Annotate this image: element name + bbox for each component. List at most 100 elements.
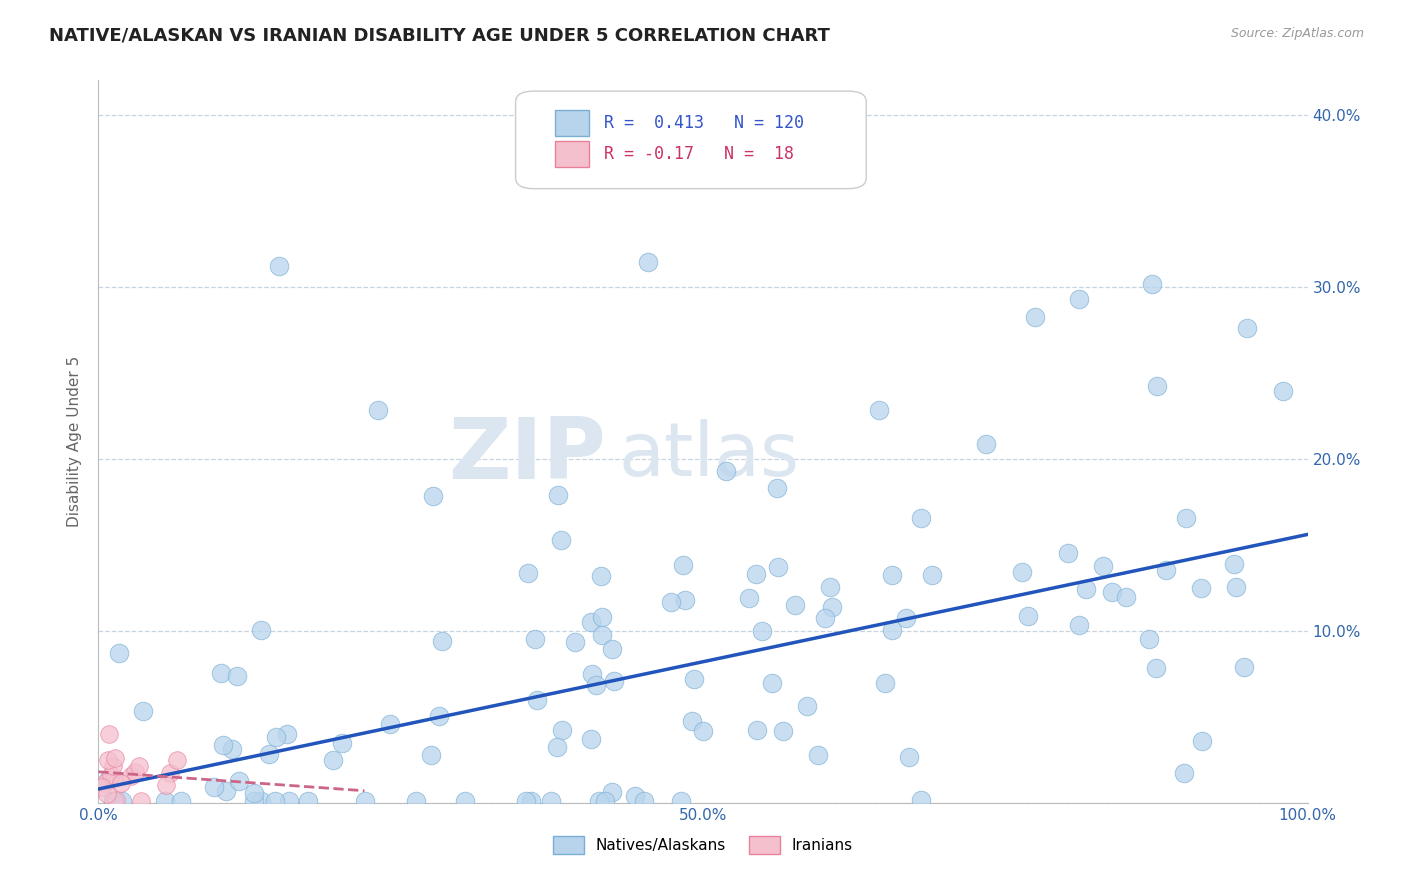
Point xyxy=(250,623,273,637)
Point xyxy=(97,727,120,741)
Text: R = -0.17   N =  18: R = -0.17 N = 18 xyxy=(603,145,794,163)
Point xyxy=(672,558,695,572)
Point xyxy=(226,669,249,683)
Point xyxy=(551,723,574,737)
Point xyxy=(1091,559,1114,574)
Point xyxy=(579,615,602,629)
Point xyxy=(517,566,540,580)
Point xyxy=(591,609,613,624)
Point xyxy=(104,751,127,765)
Text: R =  0.413   N = 120: R = 0.413 N = 120 xyxy=(603,114,804,132)
Point xyxy=(215,784,238,798)
Point xyxy=(107,646,129,660)
Point xyxy=(1225,580,1247,594)
Point xyxy=(1101,585,1123,599)
Point xyxy=(807,747,830,762)
Point xyxy=(101,794,124,808)
Point xyxy=(1191,733,1213,747)
Point xyxy=(420,748,443,763)
Point xyxy=(821,599,844,614)
Point xyxy=(202,780,225,795)
Point xyxy=(921,568,943,582)
Point xyxy=(897,750,920,764)
Point xyxy=(1154,562,1177,576)
Point xyxy=(1137,632,1160,646)
Point xyxy=(453,794,475,808)
Point xyxy=(745,567,768,582)
Point xyxy=(155,778,177,792)
Point xyxy=(124,764,146,779)
Point xyxy=(243,794,266,808)
Point xyxy=(242,786,264,800)
Point xyxy=(228,774,250,789)
Point xyxy=(249,794,271,808)
Point xyxy=(105,793,128,807)
Point xyxy=(170,794,193,808)
Point xyxy=(97,754,120,768)
Point xyxy=(524,632,547,646)
Point xyxy=(585,678,607,692)
Point xyxy=(624,789,647,803)
Point xyxy=(880,624,903,638)
Point xyxy=(796,699,818,714)
Point xyxy=(669,794,692,808)
Point xyxy=(659,595,682,609)
Point xyxy=(910,511,932,525)
Point xyxy=(974,437,997,451)
Point xyxy=(209,666,232,681)
Point xyxy=(405,794,427,808)
Text: ZIP: ZIP xyxy=(449,415,606,498)
Point xyxy=(745,723,768,738)
Point xyxy=(692,723,714,738)
Point xyxy=(221,741,243,756)
Point xyxy=(868,402,890,417)
Point xyxy=(1189,581,1212,595)
Legend: Natives/Alaskans, Iranians: Natives/Alaskans, Iranians xyxy=(547,830,859,860)
Point xyxy=(128,758,150,772)
Point xyxy=(429,709,451,723)
Point xyxy=(600,785,623,799)
Point xyxy=(322,754,344,768)
Point xyxy=(297,794,319,808)
Point xyxy=(681,714,703,728)
FancyBboxPatch shape xyxy=(516,91,866,189)
Text: atlas: atlas xyxy=(619,419,800,492)
Point xyxy=(1057,545,1080,559)
Point xyxy=(432,634,454,648)
Point xyxy=(1140,277,1163,292)
Point xyxy=(159,765,181,780)
Point xyxy=(526,693,548,707)
Point xyxy=(765,481,787,495)
Point xyxy=(367,402,389,417)
Point xyxy=(588,794,610,808)
Point xyxy=(257,747,280,762)
Point xyxy=(673,593,696,607)
Point xyxy=(110,775,132,789)
Point xyxy=(422,489,444,503)
Point xyxy=(738,591,761,606)
Point xyxy=(120,769,142,783)
Point xyxy=(94,776,117,790)
Point xyxy=(91,780,114,795)
Point xyxy=(633,794,655,808)
Point xyxy=(772,724,794,739)
Point xyxy=(101,794,124,808)
Point xyxy=(1174,511,1197,525)
Point xyxy=(1011,565,1033,579)
Text: Source: ZipAtlas.com: Source: ZipAtlas.com xyxy=(1230,27,1364,40)
Point xyxy=(637,255,659,269)
Point xyxy=(266,730,288,744)
Point xyxy=(880,568,903,582)
Point xyxy=(212,739,235,753)
Point xyxy=(1173,765,1195,780)
FancyBboxPatch shape xyxy=(555,110,589,136)
Point xyxy=(1144,660,1167,674)
Point xyxy=(766,560,789,574)
Text: NATIVE/ALASKAN VS IRANIAN DISABILITY AGE UNDER 5 CORRELATION CHART: NATIVE/ALASKAN VS IRANIAN DISABILITY AGE… xyxy=(49,27,830,45)
Point xyxy=(581,667,603,681)
Point xyxy=(910,793,932,807)
Point xyxy=(1271,384,1294,398)
Point xyxy=(547,488,569,502)
Point xyxy=(515,794,537,808)
Point xyxy=(1236,320,1258,334)
